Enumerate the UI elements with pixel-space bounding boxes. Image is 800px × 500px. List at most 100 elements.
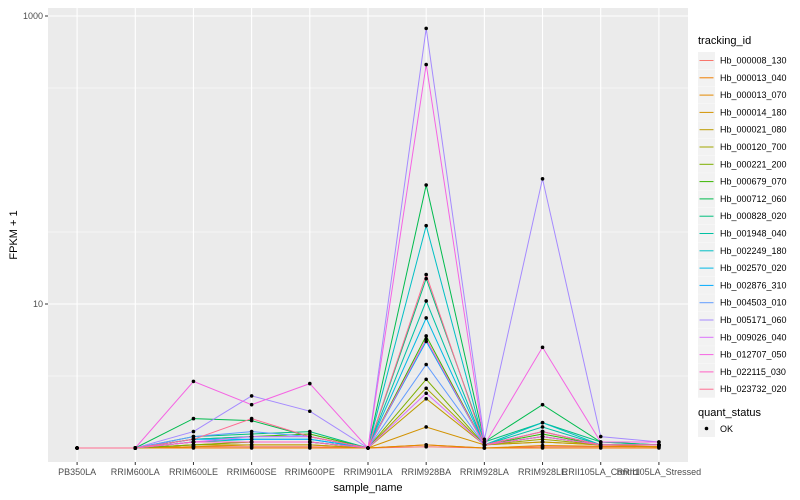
data-point (424, 425, 428, 429)
data-point (424, 299, 428, 303)
x-tick-label: RRIM600LA (111, 467, 160, 477)
data-point (308, 440, 312, 444)
data-point (540, 345, 545, 350)
points-layer (75, 26, 661, 450)
data-point (249, 394, 254, 398)
legend-label: Hb_000679_070 (720, 177, 787, 187)
legend-label: Hb_000008_130 (720, 56, 787, 66)
data-point (424, 391, 428, 396)
data-point (191, 429, 196, 434)
data-point (308, 437, 312, 442)
x-tick-label: PB350LA (58, 467, 96, 477)
axis-layer: 10 1000 PB350LA RRIM600LA RRIM600LE RRIM600SE… (23, 11, 701, 477)
x-tick-label: RRIM928BA (401, 467, 451, 477)
data-point (308, 443, 312, 447)
data-point (424, 443, 428, 447)
x-tick-label: RRII105LA_Stressed (617, 467, 702, 477)
data-point (540, 443, 545, 448)
legend-label: Hb_004503_010 (720, 298, 787, 308)
data-point (424, 272, 428, 277)
x-tick-label: RRIM600PE (285, 467, 335, 477)
data-point (191, 434, 196, 439)
data-point (249, 443, 254, 447)
data-point (540, 429, 545, 434)
data-point (249, 434, 254, 439)
legend-label: Hb_000014_180 (720, 107, 787, 117)
data-point (424, 276, 428, 281)
x-tick-label: RRIM901LA (343, 467, 392, 477)
x-tick-label: RRII105LA_Control (562, 467, 640, 477)
legend-label: Hb_005171_060 (720, 315, 787, 325)
data-point (482, 443, 487, 447)
y-tick-label: 1000 (23, 11, 43, 21)
x-axis-title: sample_name (333, 482, 402, 494)
legend-label: Hb_000712_060 (720, 194, 787, 204)
data-point (191, 440, 196, 444)
data-point (424, 316, 428, 320)
data-point (249, 440, 254, 444)
data-point (249, 437, 254, 442)
legend-label: Hb_022115_030 (720, 367, 786, 377)
y-tick-label: 10 (33, 299, 43, 309)
data-point (424, 223, 428, 228)
data-point (540, 440, 545, 444)
data-point (424, 337, 428, 341)
grid-layer (48, 8, 688, 462)
shape-legend-point (704, 426, 709, 431)
x-tick-label: RRIM928LE (518, 467, 567, 477)
data-point (657, 443, 661, 447)
data-point (424, 377, 428, 382)
data-point (191, 416, 196, 421)
data-point (540, 402, 545, 407)
data-point (540, 434, 545, 439)
legend-label: Hb_009026_040 (720, 332, 787, 342)
legend-label: Hb_002570_020 (720, 263, 787, 273)
data-point (191, 443, 196, 447)
y-axis-title: FPKM + 1 (8, 210, 20, 259)
data-point (308, 429, 312, 434)
data-point (366, 446, 370, 450)
data-point (424, 183, 428, 187)
data-point (249, 416, 254, 421)
legend-title: tracking_id (698, 35, 751, 47)
data-point (191, 379, 196, 384)
legend-label: Hb_000221_200 (720, 159, 787, 169)
data-point (540, 420, 545, 425)
legend-label: Hb_001948_040 (720, 229, 787, 239)
legend-label: Hb_000021_080 (720, 125, 787, 135)
legend-label: Hb_000828_020 (720, 211, 787, 221)
legend-label: Hb_000013_070 (720, 90, 787, 100)
data-point (249, 446, 254, 450)
data-point (249, 429, 254, 434)
data-point (424, 26, 428, 31)
shape-legend-title: quant_status (698, 407, 761, 419)
legend: tracking_id Hb_000008_130 Hb_000013_040 Hb… (698, 35, 787, 437)
data-point (540, 425, 545, 429)
legend-label: Hb_002249_180 (720, 246, 787, 256)
data-point (540, 177, 545, 181)
data-point (424, 62, 428, 67)
data-point (249, 402, 254, 407)
data-point (424, 396, 428, 401)
legend-label: Hb_023732_020 (720, 384, 787, 394)
legend-label: Hb_000013_040 (720, 73, 787, 83)
data-point (657, 440, 661, 444)
legend-label: Hb_000120_700 (720, 142, 787, 152)
data-point (424, 334, 428, 338)
data-point (308, 409, 312, 414)
data-point (308, 434, 312, 439)
data-point (598, 434, 603, 439)
data-point (191, 437, 196, 442)
data-point (308, 381, 312, 386)
data-point (482, 440, 487, 444)
data-point (598, 440, 603, 444)
x-tick-label: RRIM600LE (169, 467, 218, 477)
data-point (482, 437, 487, 442)
shape-legend-label: OK (720, 424, 733, 434)
x-tick-label: RRIM600SE (227, 467, 277, 477)
data-point (308, 446, 312, 450)
data-point (133, 446, 138, 450)
legend-label: Hb_002876_310 (720, 280, 787, 290)
data-point (424, 362, 428, 367)
